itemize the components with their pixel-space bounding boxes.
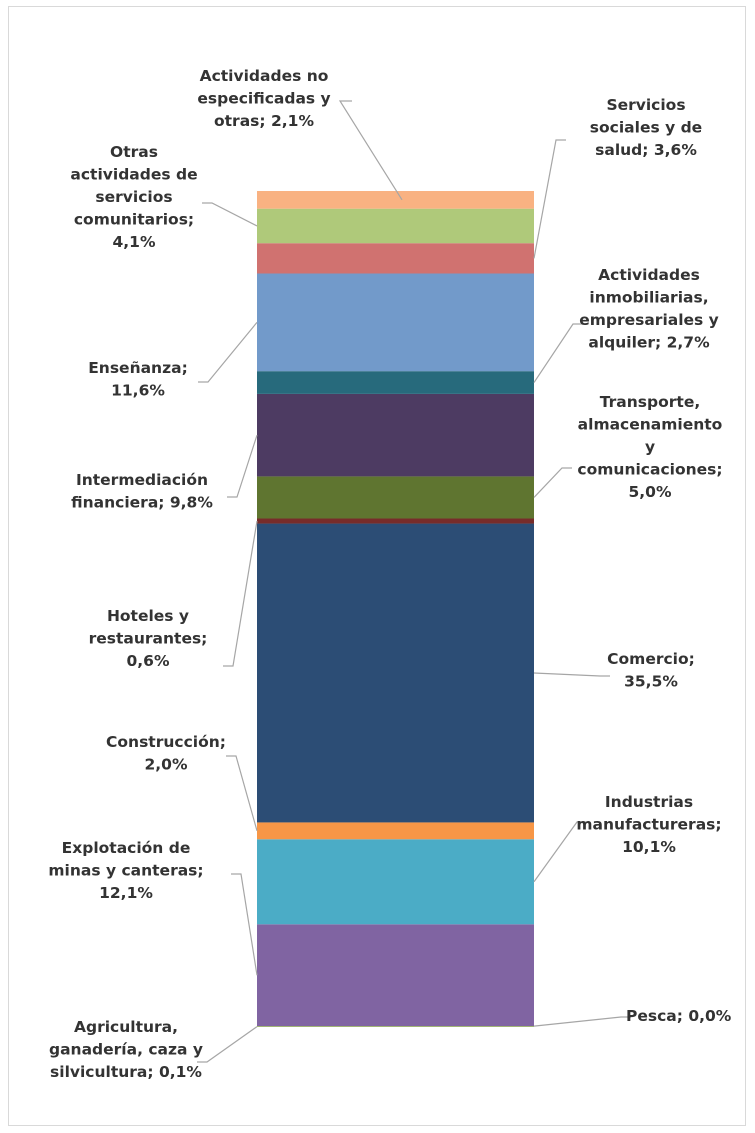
data-label-intermediacion-financiera: Intermediación financiera; 9,8%	[71, 471, 213, 512]
leader-line-ensenanza	[198, 321, 258, 383]
leader-line-actividades-no-especificadas-y-otras	[338, 100, 403, 201]
bar-segment-otras-actividades-de-servicios-comunitarios	[257, 208, 534, 244]
leader-line-explotacion-de-minas-y-canteras	[231, 873, 258, 976]
bar-segment-servicios-sociales-y-de-salud	[257, 243, 534, 274]
bar-segment-transporte-almacenamiento-y-comunicaciones	[257, 476, 534, 519]
chart-frame: Agricultura, ganadería, caza y silvicultur…	[8, 6, 746, 1126]
bar-segment-explotacion-de-minas-y-canteras	[257, 924, 534, 1027]
bar-segment-ensenanza	[257, 273, 534, 372]
leader-line-industrias-manufactureras	[533, 821, 587, 883]
bar-segment-construccion	[257, 822, 534, 840]
bar-segment-actividades-inmobiliarias-empresariales-y-alquiler	[257, 371, 534, 394]
data-label-actividades-inmobiliarias-empresariales-y-alquiler: Actividades inmobiliarias, empresariales y…	[579, 266, 719, 352]
bar-segment-industrias-manufactureras	[257, 839, 534, 925]
data-label-pesca: Pesca; 0,0%	[626, 1007, 732, 1025]
bar-segment-hoteles-y-restaurantes	[257, 518, 534, 524]
data-label-ensenanza: Enseñanza; 11,6%	[88, 359, 188, 400]
leader-line-comercio	[533, 672, 610, 677]
data-label-agricultura-ganaderia-caza-y-silvicultura: Agricultura, ganadería, caza y silvicultur…	[49, 1018, 203, 1081]
bar-segment-comercio	[257, 523, 534, 823]
data-label-explotacion-de-minas-y-canteras: Explotación de minas y canteras; 12,1%	[48, 839, 203, 902]
data-label-servicios-sociales-y-de-salud: Servicios sociales y de salud; 3,6%	[590, 96, 702, 159]
data-label-comercio: Comercio; 35,5%	[607, 650, 695, 691]
leader-line-otras-actividades-de-servicios-comunitarios	[202, 202, 258, 227]
leader-line-transporte-almacenamiento-y-comunicaciones	[533, 467, 572, 498]
data-label-transporte-almacenamiento-y-comunicaciones: Transporte, almacenamiento y comunicaciones…	[577, 393, 722, 501]
leader-line-actividades-inmobiliarias-empresariales-y-alquiler	[533, 323, 583, 383]
leader-line-pesca	[533, 1016, 631, 1027]
leader-line-agricultura-ganaderia-caza-y-silvicultura	[197, 1026, 258, 1063]
data-label-otras-actividades-de-servicios-comunitarios: Otras actividades de servicios comunitarios…	[70, 143, 197, 251]
bar-segment-intermediacion-financiera	[257, 393, 534, 477]
data-label-construccion: Construcción; 2,0%	[106, 733, 226, 774]
data-label-actividades-no-especificadas-y-otras: Actividades no especificadas y otras; 2,1%	[197, 67, 330, 130]
data-label-hoteles-y-restaurantes: Hoteles y restaurantes; 0,6%	[89, 607, 208, 670]
bar-segment-agricultura-ganaderia-caza-y-silvicultura	[257, 1026, 534, 1027]
bar-segment-actividades-no-especificadas-y-otras	[257, 191, 534, 209]
data-label-industrias-manufactureras: Industrias manufactureras; 10,1%	[576, 793, 721, 856]
stacked-column-chart: Agricultura, ganadería, caza y silvicultur…	[48, 67, 732, 1081]
leader-line-hoteles-y-restaurantes	[223, 520, 258, 667]
leader-line-construccion	[226, 755, 258, 832]
leader-line-servicios-sociales-y-de-salud	[533, 139, 566, 259]
leader-line-intermediacion-financiera	[227, 434, 258, 498]
